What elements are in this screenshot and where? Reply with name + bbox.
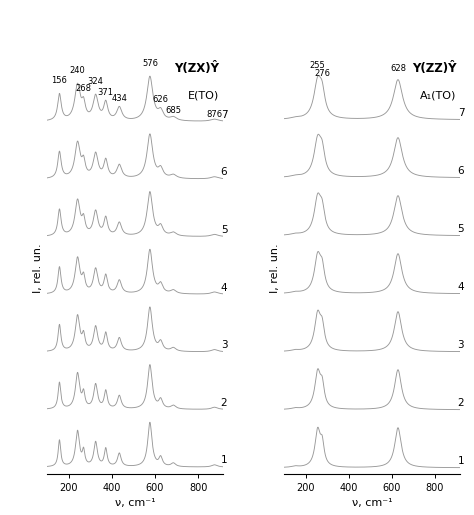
Text: 1: 1 (457, 456, 464, 466)
X-axis label: ν, cm⁻¹: ν, cm⁻¹ (115, 499, 155, 508)
X-axis label: ν, cm⁻¹: ν, cm⁻¹ (352, 499, 392, 508)
Text: 876: 876 (206, 110, 223, 119)
Text: 276: 276 (314, 69, 330, 78)
Text: 371: 371 (98, 88, 114, 97)
Text: 5: 5 (457, 224, 464, 234)
Text: 626: 626 (153, 95, 169, 104)
Text: 6: 6 (457, 166, 464, 176)
Text: 268: 268 (75, 84, 91, 93)
Text: 3: 3 (457, 340, 464, 350)
Text: 7: 7 (457, 108, 464, 118)
Text: A₁(TO): A₁(TO) (420, 91, 456, 100)
Text: 2: 2 (221, 398, 228, 408)
Text: 4: 4 (457, 282, 464, 292)
Text: E(TO): E(TO) (188, 91, 219, 100)
Text: 4: 4 (221, 283, 228, 293)
Text: 434: 434 (111, 94, 127, 103)
Text: 255: 255 (310, 61, 326, 70)
Text: 6: 6 (221, 167, 228, 178)
Text: 5: 5 (221, 225, 228, 235)
Text: 628: 628 (390, 64, 406, 73)
Text: 7: 7 (221, 110, 228, 120)
Text: 685: 685 (165, 106, 182, 115)
Text: 2: 2 (457, 398, 464, 408)
Text: 3: 3 (221, 340, 228, 350)
Text: Y(ZZ)Ŷ: Y(ZZ)Ŷ (412, 62, 456, 75)
Text: 1: 1 (221, 455, 228, 466)
Text: 240: 240 (70, 66, 85, 75)
Text: 156: 156 (52, 76, 67, 85)
Text: 324: 324 (88, 77, 103, 86)
Text: Y(ZX)Ŷ: Y(ZX)Ŷ (174, 62, 219, 75)
Text: 576: 576 (142, 59, 158, 68)
Y-axis label: I, rel. un.: I, rel. un. (33, 243, 43, 293)
Y-axis label: I, rel. un.: I, rel. un. (270, 243, 280, 293)
